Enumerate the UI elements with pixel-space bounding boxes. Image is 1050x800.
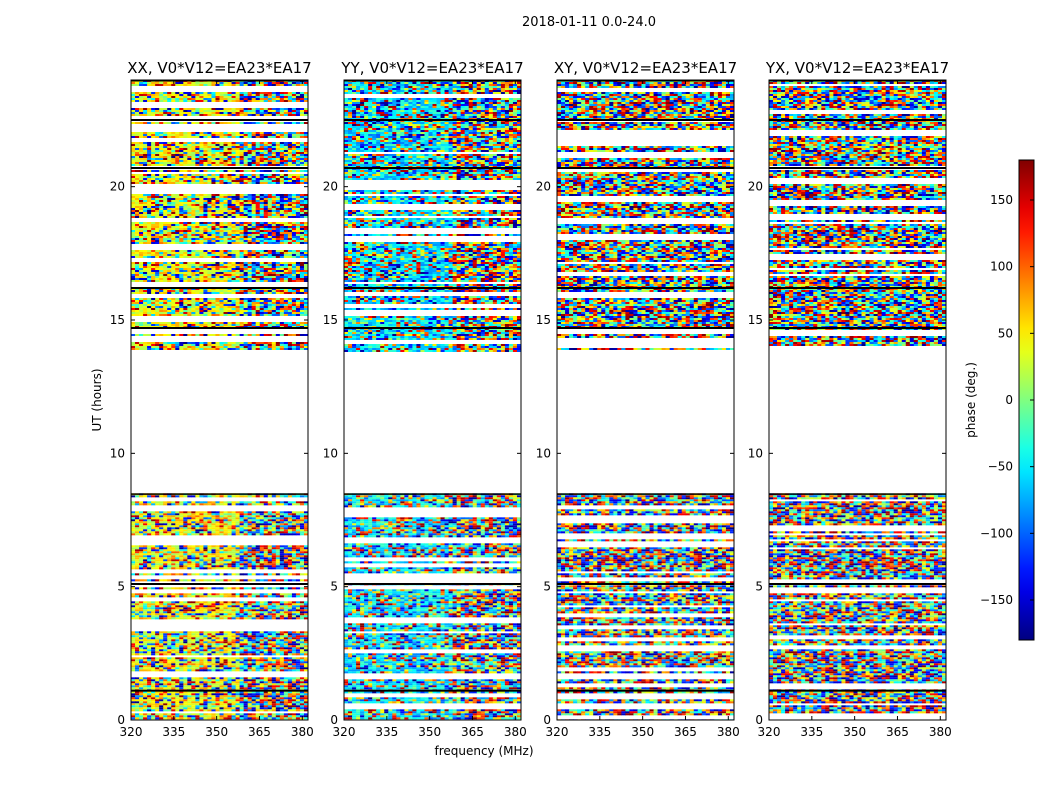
x-tick-label: 380 — [291, 725, 314, 739]
figure-title: 2018-01-11 0.0-24.0 — [522, 15, 656, 30]
phase-heatmap — [557, 80, 734, 720]
y-tick-label: 0 — [330, 713, 338, 727]
y-tick-label: 20 — [748, 180, 763, 194]
y-tick-label: 20 — [536, 180, 551, 194]
colorbar-gradient — [1019, 160, 1034, 640]
y-tick-label: 20 — [323, 180, 338, 194]
panel-yx: YX, V0*V12=EA23*EA17 320 335 350 365 380 0 5 10 1… — [748, 59, 952, 739]
x-tick-label: 380 — [504, 725, 527, 739]
y-tick-label: 10 — [110, 446, 125, 460]
y-tick-label: 0 — [755, 713, 763, 727]
x-tick-label: 335 — [162, 725, 185, 739]
y-axis-label: UT (hours) — [90, 368, 104, 431]
panel-yy: YY, V0*V12=EA23*EA17 320 335 350 365 380 0 5 10 1… — [323, 59, 527, 739]
x-tick-label: 320 — [333, 725, 356, 739]
y-tick-label: 15 — [536, 313, 551, 327]
colorbar-label: phase (deg.) — [964, 362, 978, 438]
x-tick-label: 335 — [800, 725, 823, 739]
colorbar: −150 −100 −50 0 50 100 150 — [980, 159, 1035, 641]
x-tick-label: 380 — [717, 725, 740, 739]
colorbar-tick-label: 100 — [990, 260, 1013, 274]
colorbar-tick-label: −50 — [988, 460, 1013, 474]
colorbar-tick-label: 50 — [998, 326, 1013, 340]
panel-frame — [343, 79, 522, 721]
panel-frame — [130, 79, 309, 721]
x-axis-label: frequency (MHz) — [434, 744, 533, 758]
x-tick-label: 365 — [674, 725, 697, 739]
x-tick-label: 380 — [929, 725, 952, 739]
x-tick-label: 350 — [205, 725, 228, 739]
x-tick-label: 320 — [758, 725, 781, 739]
y-tick-label: 15 — [323, 313, 338, 327]
colorbar-tick-label: −150 — [980, 593, 1013, 607]
panel-title: XY, V0*V12=EA23*EA17 — [554, 59, 737, 77]
phase-heatmap — [769, 80, 946, 720]
x-tick-label: 350 — [843, 725, 866, 739]
y-tick-label: 5 — [330, 580, 338, 594]
panel-frame — [768, 79, 947, 721]
y-tick-label: 0 — [117, 713, 125, 727]
panel-title: XX, V0*V12=EA23*EA17 — [127, 59, 311, 77]
y-tick-label: 5 — [117, 580, 125, 594]
colorbar-tick-label: 0 — [1005, 393, 1013, 407]
colorbar-tick-label: −100 — [980, 526, 1013, 540]
y-tick-label: 5 — [543, 580, 551, 594]
phase-heatmap — [131, 80, 308, 720]
y-tick-label: 10 — [323, 446, 338, 460]
panels-group: XX, V0*V12=EA23*EA17 320 335 350 365 380 0 5 10 1… — [110, 59, 952, 739]
x-tick-label: 335 — [588, 725, 611, 739]
panel-xx: XX, V0*V12=EA23*EA17 320 335 350 365 380 0 5 10 1… — [110, 59, 314, 739]
x-tick-label: 320 — [120, 725, 143, 739]
panel-xy: XY, V0*V12=EA23*EA17 320 335 350 365 380 0 5 10 1… — [536, 59, 740, 739]
x-tick-label: 365 — [248, 725, 271, 739]
y-tick-label: 10 — [748, 446, 763, 460]
phase-heatmap — [344, 80, 521, 720]
y-tick-label: 20 — [110, 180, 125, 194]
x-tick-label: 365 — [886, 725, 909, 739]
x-tick-label: 350 — [631, 725, 654, 739]
y-tick-label: 5 — [755, 580, 763, 594]
colorbar-tick-label: 150 — [990, 193, 1013, 207]
panel-frame — [556, 79, 735, 721]
panel-title: YY, V0*V12=EA23*EA17 — [340, 59, 523, 77]
x-tick-label: 335 — [375, 725, 398, 739]
x-tick-label: 320 — [546, 725, 569, 739]
panel-title: YX, V0*V12=EA23*EA17 — [765, 59, 949, 77]
x-tick-label: 350 — [418, 725, 441, 739]
y-tick-label: 15 — [748, 313, 763, 327]
y-tick-label: 0 — [543, 713, 551, 727]
y-tick-label: 10 — [536, 446, 551, 460]
y-tick-label: 15 — [110, 313, 125, 327]
x-tick-label: 365 — [461, 725, 484, 739]
